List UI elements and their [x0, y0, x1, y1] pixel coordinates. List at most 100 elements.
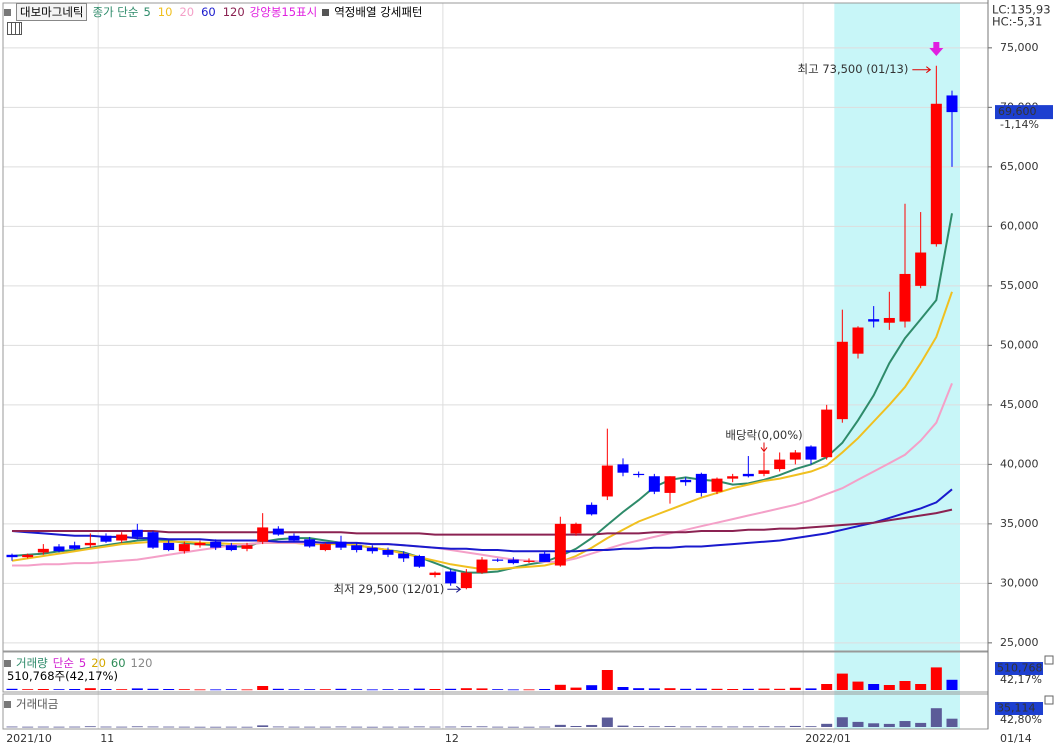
candle-body [915, 252, 927, 286]
ma-legend: 5 10 20 60 120 [143, 5, 244, 19]
candle-body [304, 539, 316, 547]
bar [319, 689, 331, 690]
bar [178, 689, 190, 690]
candle-body [617, 464, 629, 473]
bar [774, 726, 786, 728]
bar [84, 688, 96, 690]
panel-button [1044, 695, 1054, 705]
bar [304, 726, 316, 728]
bar [805, 726, 817, 728]
bar [821, 723, 833, 727]
stock-name[interactable]: 대보마그네틱 [16, 3, 88, 21]
bar [351, 689, 363, 690]
bar [335, 688, 347, 690]
bar [883, 685, 895, 690]
marker-label: 강양봉15표시 [249, 5, 318, 19]
candle-body [84, 542, 96, 546]
bar [210, 726, 222, 728]
bar [382, 726, 394, 728]
candle-body [69, 545, 81, 549]
bar [100, 726, 112, 728]
candle-body [930, 103, 942, 245]
candle-body [742, 473, 754, 477]
x-tick-label: 11 [100, 732, 114, 745]
bar [53, 689, 65, 690]
bar [915, 684, 927, 690]
bar [915, 722, 927, 727]
bar [727, 689, 739, 690]
candle-body [664, 476, 676, 493]
bar [413, 688, 425, 690]
bar [22, 726, 34, 728]
bar [648, 726, 660, 728]
bar [460, 726, 472, 728]
legend-entry: 60 [110, 656, 126, 670]
bar [711, 688, 723, 690]
bar [163, 726, 175, 728]
candle-body [429, 572, 441, 576]
candle-body [100, 535, 112, 542]
bar [617, 687, 629, 690]
panel-title: 거래대금 [16, 697, 59, 711]
y-tick-label: 60,000 [1000, 219, 1039, 232]
y-tick-label: 50,000 [1000, 338, 1039, 351]
bar [194, 726, 206, 728]
candle-body [883, 317, 895, 323]
bar [398, 726, 410, 728]
volume-info: 510,768주(42,17%) [7, 668, 118, 684]
volume-legend: 거래량 단순 5 20 60 120 [4, 655, 152, 671]
bar [492, 689, 504, 690]
bar [257, 725, 269, 727]
bar [476, 726, 488, 728]
bar [445, 688, 457, 690]
hc-label: HC:-5,31 [992, 15, 1042, 29]
legend-entry: 120 [130, 656, 153, 670]
bar [523, 689, 535, 691]
last-value-label: 510,768 [997, 662, 1043, 675]
candle-body [116, 534, 128, 541]
grid-icon[interactable] [7, 22, 22, 35]
y-tick-label: 30,000 [1000, 576, 1039, 589]
bar [805, 688, 817, 690]
bar [288, 726, 300, 728]
last-value-box [995, 702, 1043, 715]
x-tick-label: 2021/10 [6, 732, 52, 745]
candle-body [288, 535, 300, 541]
bar [664, 726, 676, 727]
bar [53, 726, 65, 728]
candle-body [852, 327, 864, 354]
candle-body [225, 545, 237, 551]
bar [946, 679, 958, 690]
bar [194, 689, 206, 691]
candle-body [22, 554, 34, 558]
bar [147, 726, 159, 728]
moving-average-line [11, 488, 953, 553]
legend-entry: 120 [222, 5, 245, 19]
candle-body [946, 95, 958, 113]
bar [554, 724, 566, 727]
bar [883, 723, 895, 727]
bar [570, 726, 582, 727]
bar [633, 726, 645, 727]
y-tick-label: 35,000 [1000, 517, 1039, 530]
candle-body [476, 559, 488, 573]
bar [272, 726, 284, 728]
bar [774, 688, 786, 690]
y-tick-label: 75,000 [1000, 41, 1039, 54]
candle-body [711, 478, 723, 492]
last-price-label: 69,600 [998, 105, 1037, 118]
bar [570, 687, 582, 690]
bar [523, 726, 535, 728]
candle-body [257, 527, 269, 542]
icon [4, 700, 11, 708]
bar [351, 726, 363, 728]
bar [946, 718, 958, 727]
bar [84, 726, 96, 728]
bar [69, 726, 81, 728]
candle-body [382, 550, 394, 555]
candle-body [774, 459, 786, 470]
candle-body [868, 319, 880, 322]
bar [178, 726, 190, 728]
candle-body [131, 529, 143, 537]
bar [836, 717, 848, 727]
